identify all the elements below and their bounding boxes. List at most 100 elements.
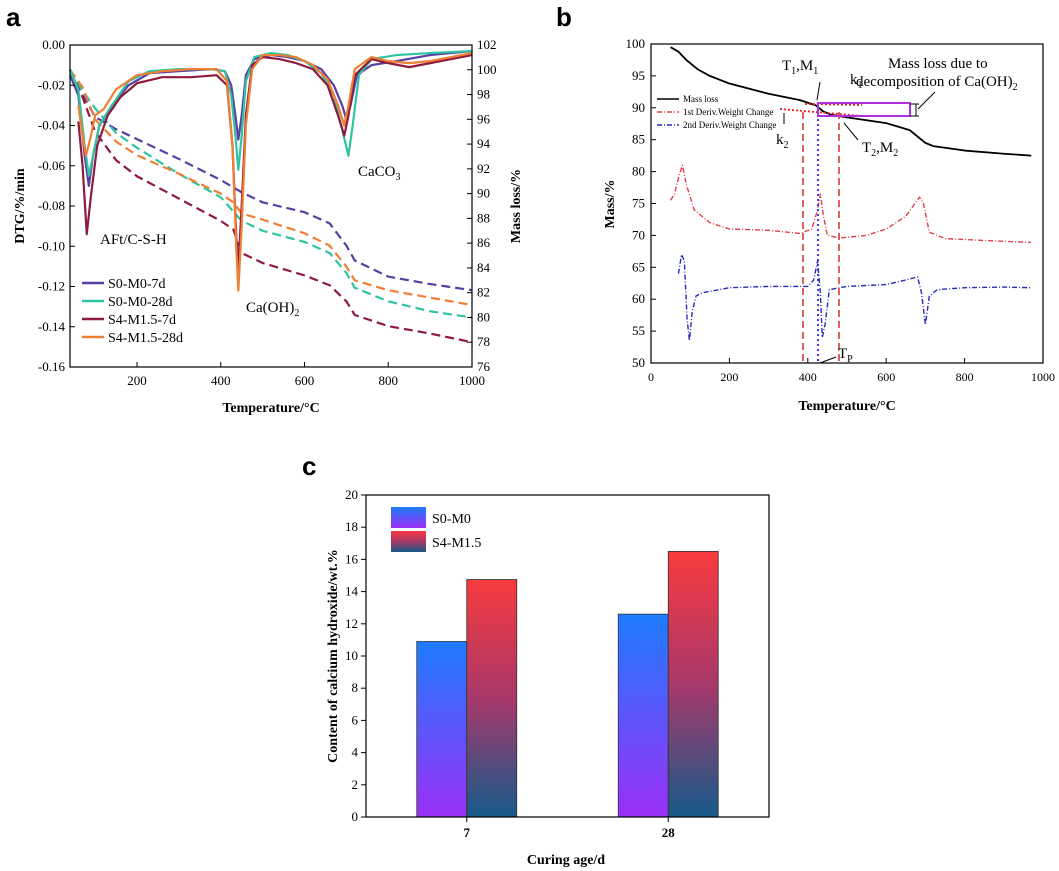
legend-label-s4-m15-28d: S4-M1.5-28d xyxy=(108,331,183,346)
t2-arrow xyxy=(843,122,859,141)
annotation-mass-loss-line2: decomposition of Ca(OH)2 xyxy=(856,74,1018,93)
legend-label-1st-deriv: 1st Deriv.Weight Change xyxy=(683,107,773,117)
legend-label-2nd-deriv: 2nd Deriv.Weight Change xyxy=(683,120,776,130)
y-right-tick-label: 102 xyxy=(477,37,497,52)
panel-b-construction xyxy=(779,81,936,364)
y-right-tick-label: 86 xyxy=(477,235,491,250)
y-right-tick-label: 84 xyxy=(477,260,491,275)
annotation-mass-loss-line1: Mass loss due to xyxy=(888,56,988,72)
caoh2-mass-loss-box xyxy=(817,102,911,117)
dtg-curve-s0-m0-7d xyxy=(68,49,473,187)
y-right-tick-label: 92 xyxy=(477,161,490,176)
y-left-tick-label: -0.14 xyxy=(38,319,66,334)
dtg-curve-s0-m0-28d xyxy=(68,49,473,177)
panel-a-chart: 200 400 600 800 1000 0.00 -0.02 -0.04 -0.06 -0.08… xyxy=(13,37,524,416)
annotation-k1: k1 xyxy=(850,72,863,91)
panel-a-ylabel-left: DTG/%/min xyxy=(13,168,28,244)
y-tick-label-50: 50 xyxy=(632,355,645,370)
y-tick-label-0: 0 xyxy=(352,809,359,824)
curve-mass-loss xyxy=(670,46,1032,157)
t1-arrow xyxy=(816,81,821,101)
y-right-tick-label: 94 xyxy=(477,136,491,151)
y-tick-label-20: 20 xyxy=(345,487,358,502)
mass-curve-s0-m0-7d xyxy=(69,69,473,292)
panel-c-xlabel: Curing age/d xyxy=(527,853,605,868)
panel-a-ylabel-right: Mass loss/% xyxy=(509,169,524,243)
legend-label-s4-m15: S4-M1.5 xyxy=(432,536,481,551)
x-tick-label-600: 600 xyxy=(295,373,315,388)
panel-c-chart: 7 28 0 2 4 6 8 10 12 14 16 18 20 Curing age/d Conten… xyxy=(326,487,770,868)
panel-c-ticks: 7 28 0 2 4 6 8 10 12 14 16 18 20 xyxy=(345,487,675,840)
annotation-tp: TP xyxy=(838,346,853,365)
panel-c-bars xyxy=(416,550,719,818)
x-tick-label-800: 800 xyxy=(379,373,399,388)
annotation-t1-m1: T1,M1 xyxy=(782,58,818,77)
y-right-tick-label: 80 xyxy=(477,309,490,324)
y-tick-label-4: 4 xyxy=(352,745,359,760)
bar-s0-m0-28 xyxy=(617,613,669,818)
panel-a-legend: S0-M0-7d S0-M0-28d S4-M1.5-7d S4-M1.5-28… xyxy=(82,277,183,346)
y-left-tick-label: -0.02 xyxy=(38,77,65,92)
y-right-tick-label: 78 xyxy=(477,334,490,349)
annotation-t2-m2: T2,M2 xyxy=(862,140,898,159)
k1-tangent-line xyxy=(804,103,863,106)
y-right-tick-label: 90 xyxy=(477,186,490,201)
x-tick-label-1000: 1000 xyxy=(1031,370,1055,384)
mass-curve-s4-m1-5-7d xyxy=(69,69,473,344)
y-left-tick-label: -0.16 xyxy=(38,359,66,374)
panel-label-a: a xyxy=(6,2,21,32)
bar-s4-m1-5-28 xyxy=(667,550,719,818)
panel-b-xlabel: Temperature/°C xyxy=(798,399,895,414)
x-tick-label-400: 400 xyxy=(211,373,231,388)
panel-c-legend: S0-M0 S4-M1.5 xyxy=(391,507,481,552)
dtg-curve-s4-m1-5-28d xyxy=(77,51,473,292)
mass-loss-arrow xyxy=(917,91,936,110)
y-left-tick-label: -0.06 xyxy=(38,158,66,173)
y-tick-label-70: 70 xyxy=(632,227,645,242)
panel-b-frame xyxy=(650,43,1044,364)
legend-swatch-s0-m0 xyxy=(391,507,426,528)
y-tick-label-100: 100 xyxy=(626,36,646,51)
y-left-tick-label: 0.00 xyxy=(42,37,65,52)
y-right-tick-label: 100 xyxy=(477,62,497,77)
y-tick-label-14: 14 xyxy=(345,584,359,599)
y-tick-label-12: 12 xyxy=(345,616,358,631)
bar-s0-m0-7 xyxy=(416,641,468,818)
x-tick-label-28: 28 xyxy=(662,825,676,840)
y-tick-label-60: 60 xyxy=(632,291,645,306)
y-tick-label-55: 55 xyxy=(632,323,645,338)
bar-s4-m1-5-7 xyxy=(466,579,518,818)
y-right-tick-label: 98 xyxy=(477,87,490,102)
x-tick-label-800: 800 xyxy=(956,370,974,384)
y-tick-label-2: 2 xyxy=(352,777,359,792)
y-tick-label-95: 95 xyxy=(632,68,645,83)
panel-a-ticks: 200 400 600 800 1000 0.00 -0.02 -0.04 -0.06 -0.08… xyxy=(38,37,497,388)
panel-label-c: c xyxy=(302,451,316,481)
legend-label-s0-m0: S0-M0 xyxy=(432,512,471,527)
y-tick-label-75: 75 xyxy=(632,196,645,211)
panel-b-ylabel: Mass/% xyxy=(603,180,618,229)
panel-b-chart: 0 200 400 600 800 1000 50 55 60 65 70 75 80 85 90 95 100… xyxy=(603,36,1055,414)
y-left-tick-label: -0.08 xyxy=(38,198,65,213)
annotation-aft-csh: AFt/C-S-H xyxy=(100,232,167,248)
x-tick-label-7: 7 xyxy=(464,825,471,840)
x-tick-label-0: 0 xyxy=(648,370,654,384)
y-right-tick-label: 88 xyxy=(477,210,490,225)
y-left-tick-label: -0.10 xyxy=(38,238,65,253)
panel-a-xlabel: Temperature/°C xyxy=(222,401,319,416)
y-tick-label-65: 65 xyxy=(632,259,645,274)
curve-1st-deriv-weight-change xyxy=(670,164,1032,244)
panel-c-ylabel: Content of calcium hydroxide/wt.% xyxy=(326,549,341,763)
legend-swatch-s4-m15 xyxy=(391,531,426,552)
y-right-tick-label: 82 xyxy=(477,285,490,300)
tp-arrow xyxy=(819,356,837,364)
y-tick-label-85: 85 xyxy=(632,132,645,147)
panel-a-series xyxy=(68,49,473,344)
y-tick-label-16: 16 xyxy=(345,551,359,566)
panel-b-series xyxy=(670,46,1032,342)
mass-curve-s4-m1-5-28d xyxy=(69,69,473,307)
legend-label-mass-loss: Mass loss xyxy=(683,94,719,104)
y-left-tick-label: -0.12 xyxy=(38,279,65,294)
y-tick-label-8: 8 xyxy=(352,680,359,695)
